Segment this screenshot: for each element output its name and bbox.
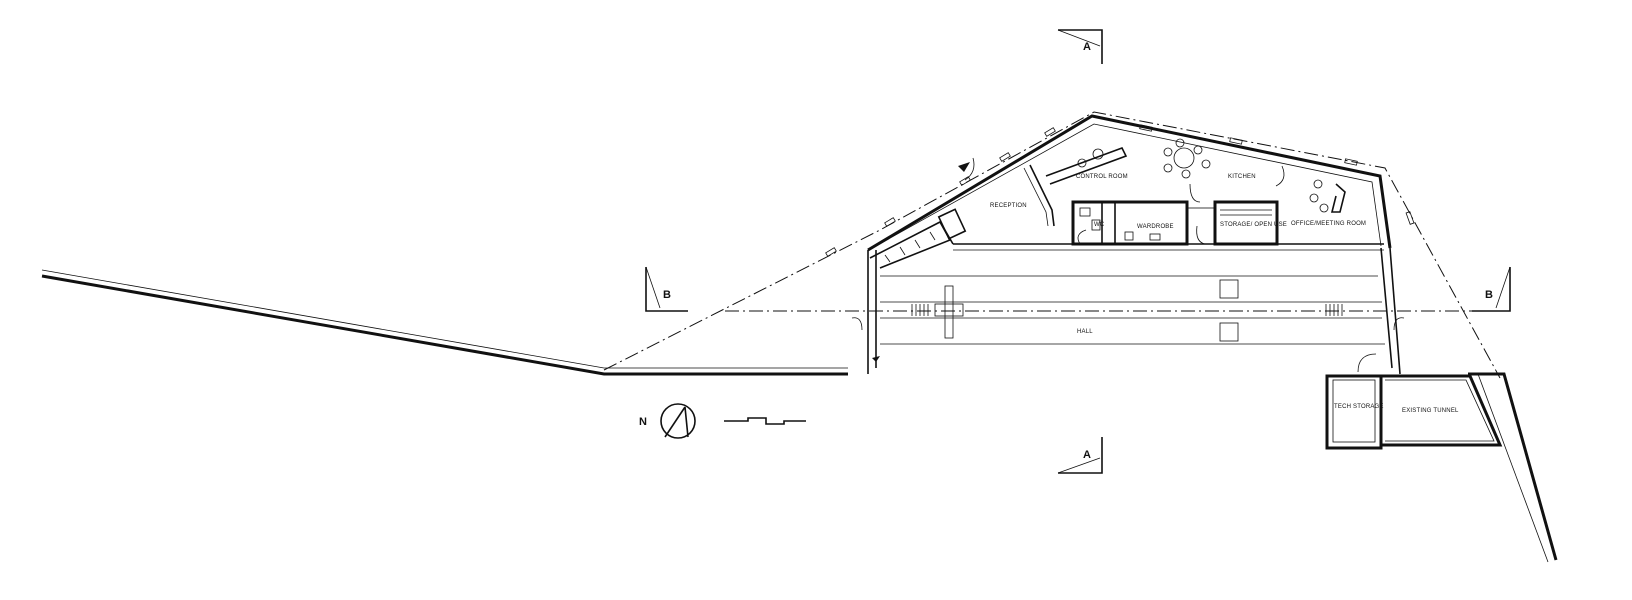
section-marker-a-bottom: A [1057,437,1103,474]
section-marker-b-right: B [1472,266,1511,312]
reception-wall [941,224,954,245]
section-marker-b-left: B [645,266,688,312]
room-label-storage: STORAGE/ OPEN USE [1220,222,1287,228]
building-envelope [867,114,1401,375]
room-label-reception: RECEPTION [990,203,1027,209]
entrance-door [958,157,975,181]
room-label-kitchen: KITCHEN [1228,174,1256,180]
room-label-control-room: CONTROL ROOM [1076,174,1128,180]
service-core [1071,183,1279,246]
facade-windows [825,124,1415,257]
site-boundary [603,111,1501,379]
room-label-wc: WC [1094,222,1105,228]
section-marker-a-top: A [1057,29,1103,64]
hall-lanes [851,275,1405,373]
svg-text:N: N [639,416,647,428]
room-label-hall: HALL [1077,329,1093,335]
room-label-existing-tunnel: EXISTING TUNNEL [1402,408,1459,414]
control-room-tables [1077,138,1211,179]
office-furniture [1275,165,1346,213]
svg-text:A: A [1083,449,1091,461]
approach-wall [41,269,848,376]
room-label-wardrobe: WARDROBE [1137,224,1174,230]
room-label-tech-storage: TECH STORAGE [1334,404,1384,410]
svg-text:B: B [1485,289,1493,301]
svg-text:B: B [663,289,671,301]
reception-counter [1023,147,1128,227]
scale-bar [724,417,806,425]
tunnel-block [1325,372,1558,563]
north-arrow: N [639,403,696,439]
svg-text:A: A [1083,41,1091,53]
room-label-office: OFFICE/MEETING ROOM [1291,221,1366,227]
